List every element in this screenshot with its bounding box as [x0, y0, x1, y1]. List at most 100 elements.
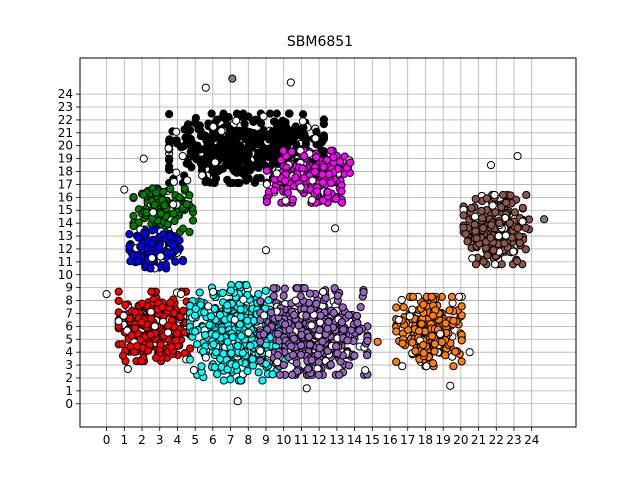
data-point: [288, 350, 298, 360]
data-point: [270, 186, 279, 195]
data-point: [114, 287, 123, 296]
data-point: [408, 305, 417, 314]
data-point: [181, 140, 190, 149]
data-point: [194, 125, 203, 134]
outlier-point: [233, 397, 242, 406]
data-point: [192, 155, 201, 164]
data-point: [171, 257, 180, 266]
data-point: [164, 321, 173, 330]
data-point: [125, 242, 134, 251]
outlier-point: [394, 315, 403, 325]
data-point: [471, 227, 480, 236]
data-point: [502, 198, 511, 207]
data-point: [299, 152, 309, 161]
data-point: [166, 298, 175, 307]
data-point: [350, 351, 359, 360]
data-point: [419, 340, 428, 350]
data-point: [165, 232, 175, 241]
data-point: [238, 165, 248, 174]
data-point: [180, 184, 189, 193]
x-tick-label: 15: [365, 433, 380, 447]
data-point: [175, 236, 184, 245]
data-point: [467, 203, 476, 213]
data-point: [230, 167, 239, 176]
data-point: [232, 130, 242, 140]
data-point: [284, 109, 294, 118]
data-point: [454, 292, 464, 301]
data-point: [253, 153, 262, 162]
data-point: [267, 308, 276, 317]
data-point: [210, 178, 219, 188]
data-point: [146, 314, 156, 323]
data-point: [451, 347, 460, 356]
data-point: [353, 318, 362, 327]
data-point: [121, 300, 130, 310]
y-tick-label: 7: [65, 306, 73, 320]
data-point: [201, 353, 210, 362]
data-point: [355, 326, 364, 335]
data-point: [459, 223, 468, 232]
data-point: [243, 366, 252, 376]
cluster-9: [459, 190, 534, 269]
data-point: [319, 134, 328, 144]
data-point: [238, 348, 247, 358]
data-point: [308, 176, 317, 185]
data-point: [335, 370, 344, 379]
data-point: [169, 200, 178, 209]
data-point: [479, 224, 488, 233]
data-point: [293, 284, 302, 293]
data-point: [146, 307, 156, 317]
data-point: [248, 354, 257, 364]
x-tick-label: 8: [244, 433, 252, 447]
data-point: [495, 218, 504, 228]
data-point: [323, 187, 332, 197]
data-point: [226, 286, 235, 295]
data-point: [150, 322, 159, 331]
data-point: [154, 242, 164, 252]
data-point: [205, 320, 214, 329]
data-point: [235, 178, 244, 188]
data-point: [223, 301, 232, 310]
data-point: [398, 362, 407, 371]
x-tick-label: 24: [524, 433, 539, 447]
data-point: [316, 318, 325, 327]
data-point: [509, 247, 518, 256]
data-point: [331, 342, 341, 351]
data-point: [118, 351, 128, 360]
data-point: [163, 328, 173, 337]
outlier-point: [330, 224, 340, 233]
data-point: [430, 339, 439, 349]
data-point: [513, 257, 522, 266]
data-point: [457, 336, 466, 345]
data-point: [437, 337, 447, 347]
data-point: [269, 155, 278, 164]
data-point: [231, 361, 240, 370]
data-point: [210, 363, 220, 372]
data-point: [127, 331, 136, 340]
data-point: [312, 153, 321, 162]
data-point: [178, 151, 187, 161]
data-point: [297, 341, 306, 350]
data-point: [254, 368, 263, 377]
data-point: [490, 260, 500, 269]
data-point: [296, 183, 305, 192]
data-point: [306, 305, 315, 314]
data-point: [147, 254, 157, 263]
outlier-point: [191, 327, 200, 336]
data-point: [213, 370, 222, 379]
data-point: [202, 176, 211, 185]
data-point: [187, 163, 196, 172]
outlier-point: [286, 78, 295, 87]
data-point: [482, 194, 491, 203]
data-point: [262, 197, 271, 207]
data-point: [146, 264, 155, 273]
y-tick-label: 22: [58, 113, 73, 127]
y-tick-label: 12: [58, 242, 73, 256]
data-point: [287, 342, 296, 351]
data-point: [178, 224, 188, 233]
data-point: [287, 370, 297, 379]
data-point: [133, 257, 143, 266]
x-tick-label: 16: [382, 433, 397, 447]
data-point: [399, 303, 408, 312]
